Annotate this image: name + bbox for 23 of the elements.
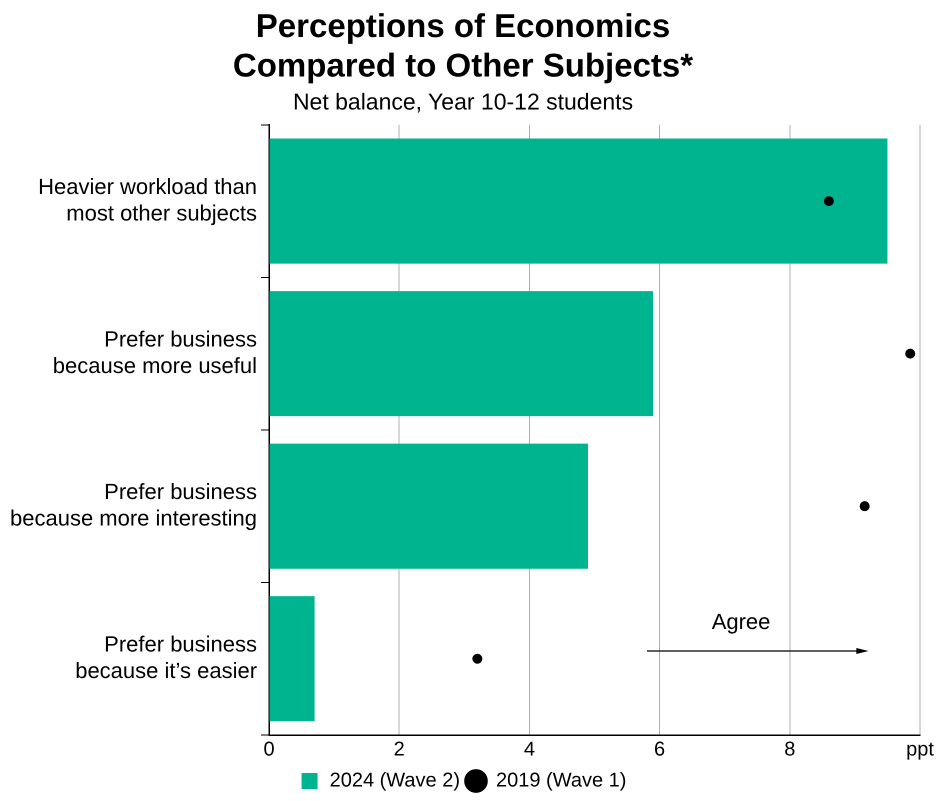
legend-label: 2024 (Wave 2) xyxy=(330,770,460,792)
bar xyxy=(270,291,654,416)
point xyxy=(860,501,870,512)
point xyxy=(472,654,482,664)
bar xyxy=(270,444,588,569)
x-tick-label: ppt xyxy=(906,738,934,761)
bar xyxy=(270,138,888,264)
y-tick-label: Heavier workload than most other subjects xyxy=(38,174,258,226)
y-tick-label: Prefer business because more interesting xyxy=(10,479,258,530)
x-tick-label: 2 xyxy=(394,738,405,761)
point xyxy=(824,196,834,206)
x-tick-label: 0 xyxy=(263,738,275,761)
bar xyxy=(270,596,315,722)
x-tick-label: 8 xyxy=(784,738,796,761)
annotation: Agree xyxy=(712,608,770,635)
chart-title: Perceptions of Economics Compared to Other Subjects* xyxy=(232,6,694,84)
point xyxy=(905,348,916,359)
x-tick-label: 4 xyxy=(524,738,535,761)
legend-label: 2019 (Wave 1) xyxy=(496,770,626,792)
y-tick-label: Prefer business because more useful xyxy=(52,326,258,378)
x-tick-label: 6 xyxy=(654,738,666,761)
y-tick-label: Prefer business because it’s easier xyxy=(75,632,258,683)
chart-subtitle: Net balance, Year 10-12 students xyxy=(292,88,634,114)
